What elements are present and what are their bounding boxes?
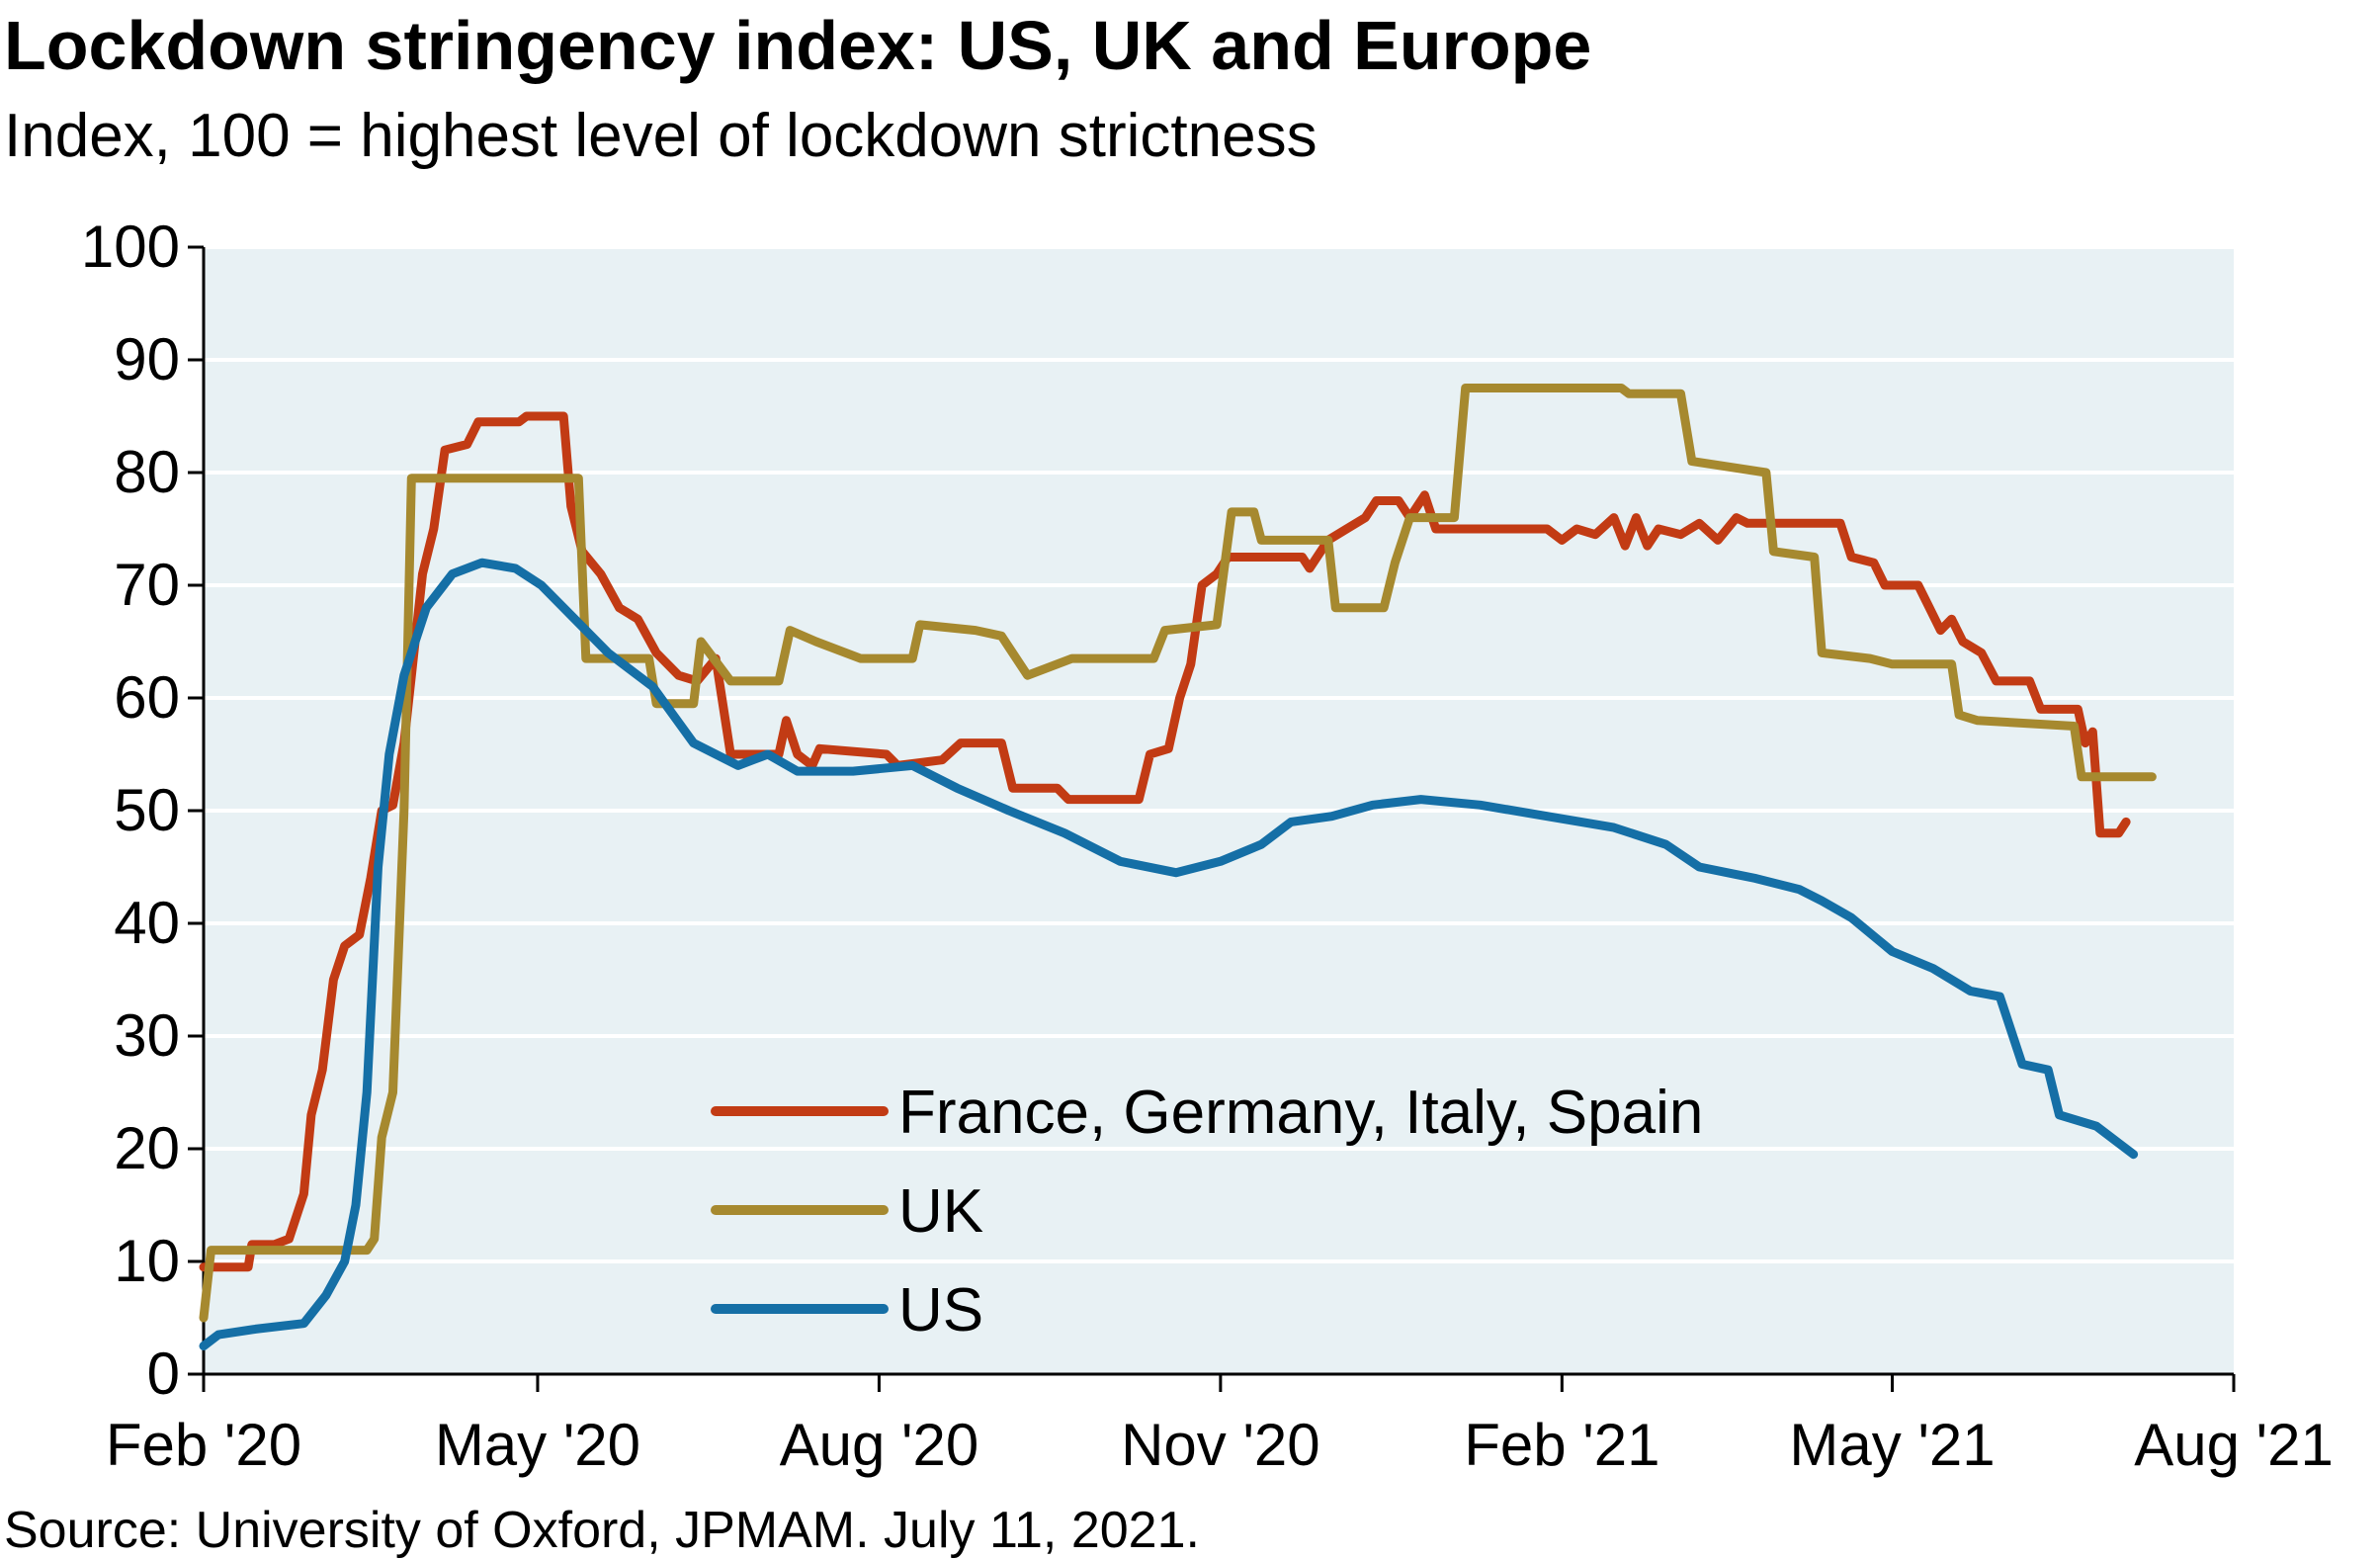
y-tick-label: 40 (114, 890, 180, 956)
legend-label-1: UK (898, 1177, 983, 1246)
y-tick-label: 20 (114, 1115, 180, 1181)
y-tick-label: 50 (114, 777, 180, 843)
source-note: Source: University of Oxford, JPMAM. Jul… (4, 1502, 1200, 1559)
y-tick-label: 10 (114, 1228, 180, 1294)
y-tick-label: 80 (114, 439, 180, 505)
series-line-0 (199, 411, 2131, 1272)
series-line-2 (199, 558, 2139, 1350)
x-tick-label: Aug '21 (2134, 1412, 2334, 1478)
x-tick-label: Feb '20 (106, 1412, 301, 1478)
y-tick-label: 60 (114, 664, 180, 731)
chart-subtitle: Index, 100 = highest level of lockdown s… (4, 102, 1318, 170)
y-tick-label: 70 (114, 552, 180, 618)
grid-lines (204, 245, 2234, 1263)
axes: 0 10 20 30 40 50 60 70 80 90 100 Feb '20 May '20 Aug … (81, 214, 2334, 1478)
legend-label-0: France, Germany, Italy, Spain (898, 1079, 1703, 1147)
chart-title: Lockdown stringency index: US, UK and Eu… (4, 7, 1592, 84)
x-tick-label: Nov '20 (1121, 1412, 1320, 1478)
legend: France, Germany, Italy, Spain UK US (711, 1079, 1703, 1344)
legend-label-2: US (898, 1276, 983, 1344)
y-tick-label: 100 (81, 214, 180, 280)
x-tick-label: Feb '21 (1464, 1412, 1659, 1478)
series-lines (199, 384, 2157, 1350)
y-tick-label: 30 (114, 1002, 180, 1069)
x-tick-label: Aug '20 (780, 1412, 979, 1478)
y-tick-label: 90 (114, 326, 180, 392)
x-tick-label: May '21 (1789, 1412, 1995, 1478)
x-tick-label: May '20 (435, 1412, 640, 1478)
y-tick-label: 0 (147, 1341, 180, 1407)
